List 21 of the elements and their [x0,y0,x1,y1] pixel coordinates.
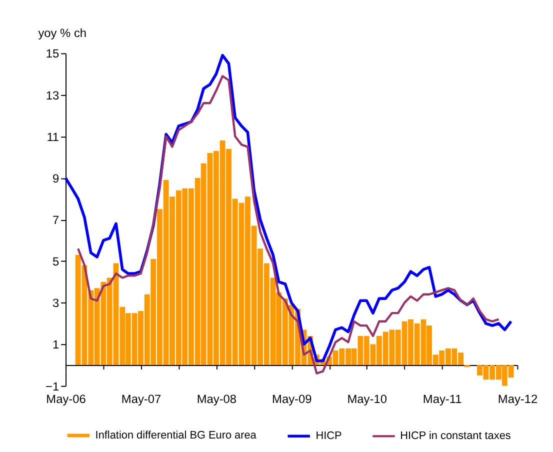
x-tick-label: May-06 [46,392,86,406]
y-tick-label: 7 [52,213,60,228]
x-tick-label: May-08 [196,392,237,406]
x-tick-label: May-09 [272,392,312,406]
x-tick-label: May-12 [498,392,538,406]
legend-label: HICP in constant taxes [400,430,512,442]
y-tick-label: 11 [46,130,60,144]
legend-label: Inflation differential BG Euro area [95,429,258,442]
y-tick-label: 3 [52,296,60,310]
y-tick-label: 1 [52,338,60,352]
y-tick-label: 5 [52,254,60,269]
x-tick-label: May-11 [422,392,462,406]
y-tick-label: −1 [45,379,60,394]
y-axis-title: yoy % ch [38,26,87,40]
legend-label: HICP [316,430,342,442]
line-series [77,75,500,374]
x-tick-label: May-10 [347,392,388,406]
y-tick-label: 15 [46,46,60,61]
y-tick-label: 13 [46,88,60,102]
x-tick-label: May-07 [121,392,162,406]
y-tick-label: 9 [52,171,60,186]
